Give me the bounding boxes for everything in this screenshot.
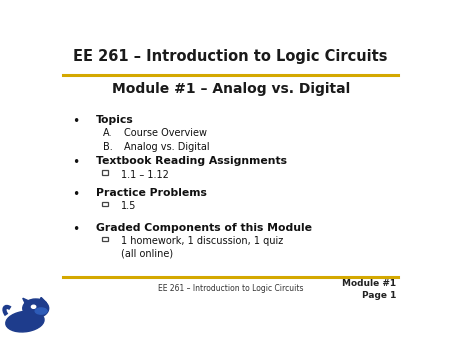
Text: A.: A. [104, 128, 113, 138]
Text: Topics: Topics [96, 115, 134, 125]
Text: EE 261 – Introduction to Logic Circuits: EE 261 – Introduction to Logic Circuits [158, 284, 303, 293]
Bar [102, 202, 108, 206]
Ellipse shape [35, 308, 47, 314]
Text: 1.1 – 1.12: 1.1 – 1.12 [121, 170, 169, 180]
Text: 1.5: 1.5 [121, 201, 136, 211]
Text: Graded Components of this Module: Graded Components of this Module [96, 223, 312, 233]
Circle shape [32, 305, 36, 308]
Text: EE 261 – Introduction to Logic Circuits: EE 261 – Introduction to Logic Circuits [73, 49, 388, 65]
Bar [102, 170, 108, 175]
Ellipse shape [6, 311, 44, 332]
Text: Module #1
Page 1: Module #1 Page 1 [342, 279, 396, 300]
Text: Practice Problems: Practice Problems [96, 188, 207, 198]
Text: •: • [72, 156, 79, 169]
Text: B.: B. [104, 142, 113, 152]
Text: Textbook Reading Assignments: Textbook Reading Assignments [96, 156, 288, 166]
Circle shape [23, 299, 49, 318]
Text: (all online): (all online) [121, 248, 173, 259]
Bar [102, 237, 108, 241]
Ellipse shape [26, 308, 42, 318]
Polygon shape [38, 297, 46, 304]
Text: •: • [72, 188, 79, 201]
Text: Analog vs. Digital: Analog vs. Digital [124, 142, 210, 152]
Text: Module #1 – Analog vs. Digital: Module #1 – Analog vs. Digital [112, 82, 350, 96]
Polygon shape [23, 298, 32, 305]
Text: Course Overview: Course Overview [124, 128, 207, 138]
Text: •: • [72, 115, 79, 128]
Text: •: • [72, 223, 79, 236]
Text: 1 homework, 1 discussion, 1 quiz: 1 homework, 1 discussion, 1 quiz [121, 236, 283, 246]
